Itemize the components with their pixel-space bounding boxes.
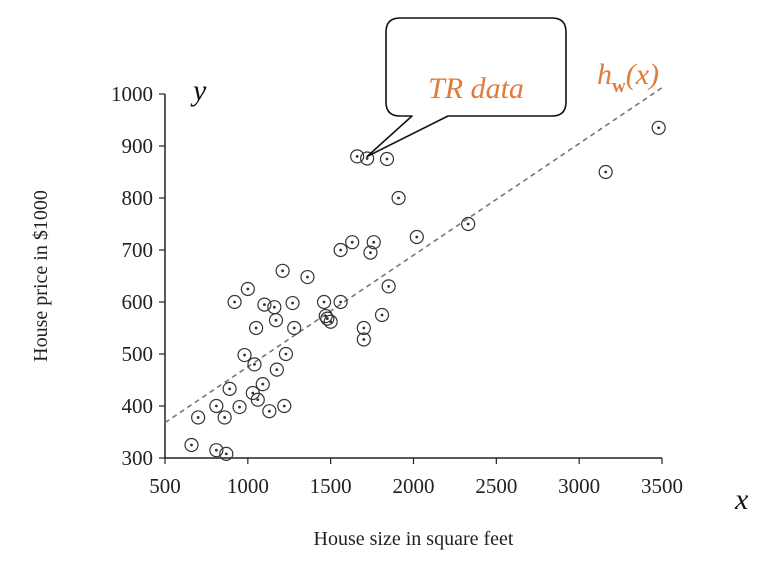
y-tick-label: 300: [122, 446, 154, 470]
data-point: [333, 242, 348, 258]
y-variable-label: y: [190, 74, 207, 107]
x-tick-label: 1500: [310, 474, 352, 498]
x-variable-label: x: [734, 483, 749, 516]
data-point: [250, 392, 265, 407]
data-point: [240, 281, 255, 297]
hypothesis-label: hw(x): [597, 58, 659, 97]
data-point: [356, 332, 371, 347]
x-axis-title: House size in square feet: [314, 528, 514, 550]
data-point: [651, 120, 666, 135]
data-point: [381, 279, 396, 294]
axes: 500 1000 1500 2000 2500 3000 3500 300 400 500 600 7…: [111, 82, 683, 498]
data-point: [269, 362, 284, 377]
x-tick-label: 500: [149, 474, 181, 498]
hypothesis-arg: (x): [626, 58, 659, 91]
data-point: [379, 151, 395, 167]
data-point: [391, 190, 406, 206]
data-point: [277, 398, 292, 414]
data-point: [209, 398, 224, 414]
data-point: [191, 410, 206, 425]
data-point: [262, 404, 277, 419]
regression-line-layer: [164, 87, 663, 424]
data-point: [366, 235, 381, 250]
data-point: [222, 381, 237, 396]
y-tick-label: 700: [122, 238, 154, 262]
data-point: [217, 410, 232, 425]
data-point: [285, 295, 300, 311]
x-tick-label: 3500: [641, 474, 683, 498]
data-point: [350, 149, 365, 164]
data-point: [275, 263, 290, 278]
data-point: [184, 437, 199, 453]
data-point: [356, 320, 371, 336]
x-tick-label: 2000: [393, 474, 435, 498]
data-point: [461, 216, 476, 232]
labels: House size in square feet House price in …: [30, 17, 749, 550]
x-tick-label: 3000: [558, 474, 600, 498]
data-point: [333, 294, 348, 310]
data-point: [360, 151, 375, 166]
tr-data-callout: TR data: [366, 17, 567, 158]
y-tick-label: 1000: [111, 82, 153, 106]
data-point: [409, 229, 424, 245]
data-point: [232, 399, 247, 415]
data-point: [300, 269, 315, 285]
data-point: [320, 311, 335, 326]
data-point: [323, 314, 338, 329]
y-tick-label: 400: [122, 394, 154, 418]
data-point: [268, 313, 284, 328]
data-point: [363, 245, 378, 260]
hypothesis-subscript: w: [612, 76, 626, 97]
y-tick-label: 600: [122, 290, 154, 314]
data-point: [257, 297, 272, 312]
y-tick-label: 500: [122, 342, 154, 366]
data-point: [345, 235, 360, 250]
data-point: [247, 357, 262, 372]
data-point: [598, 164, 613, 180]
data-point: [374, 307, 390, 323]
y-tick-label: 800: [122, 186, 154, 210]
tr-data-label: TR data: [428, 72, 524, 105]
data-point: [219, 446, 234, 461]
y-axis-title: House price in $1000: [30, 190, 52, 362]
x-tick-label: 2500: [475, 474, 517, 498]
data-points: [184, 120, 666, 461]
y-tick-label: 900: [122, 134, 154, 158]
callout-bubble: [366, 17, 567, 158]
data-point: [278, 346, 294, 362]
data-point: [209, 443, 224, 458]
data-point: [237, 347, 252, 363]
regression-line: [164, 87, 663, 424]
data-point: [255, 377, 270, 392]
x-tick-label: 1000: [227, 474, 269, 498]
data-point: [227, 294, 242, 310]
hypothesis-h: h: [597, 58, 612, 91]
data-point: [249, 320, 264, 336]
data-point: [316, 294, 332, 310]
data-point: [287, 320, 302, 336]
